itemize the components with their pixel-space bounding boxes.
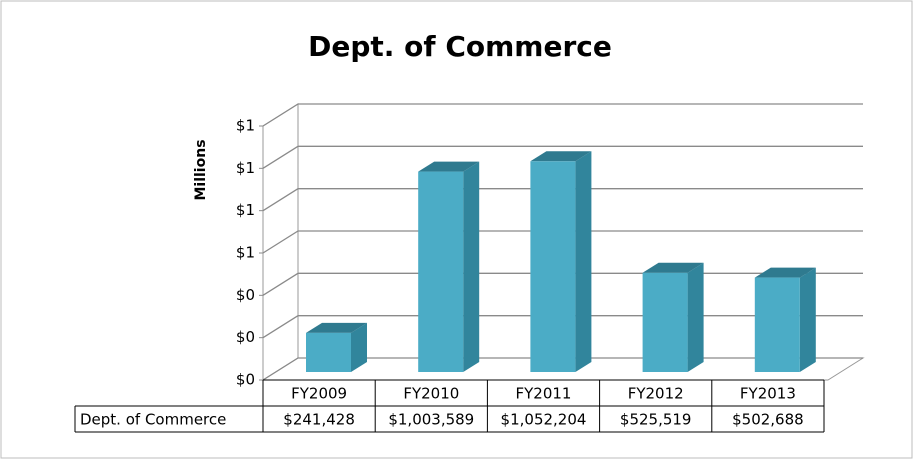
grid-line [262,188,863,212]
table-value: $525,519 [620,411,692,429]
table-value: $1,052,204 [501,411,587,429]
grid-line [262,103,863,127]
bar [418,161,480,372]
y-tick-label: $0 [236,328,255,346]
bar-side [463,161,480,372]
y-tick-label: $1 [236,244,255,262]
y-tick-label: $1 [236,117,255,135]
x-tick-label: FY2011 [516,385,572,403]
bar-top [754,267,816,278]
y-tick-label: $1 [236,201,255,219]
bar-top [642,262,704,273]
table-value: $1,003,589 [388,411,474,429]
y-tick-label: $0 [236,286,255,304]
bar [642,262,704,372]
legend-entry: Dept. of Commerce [80,411,226,429]
bar-side [687,262,704,372]
bar-front [418,171,464,372]
y-axis-label: Millions [193,139,209,200]
bar-front [754,277,800,372]
y-tick-label: $0 [236,371,255,389]
x-tick-label: FY2010 [403,385,459,403]
bar-side [575,151,592,372]
x-tick-label: FY2013 [740,385,796,403]
bar-side [799,267,816,372]
bar-side [351,322,367,372]
y-tick-label: $1 [236,159,255,177]
bar-front [306,332,351,372]
bar-top [530,151,592,162]
bar [530,151,592,372]
bar-front [530,161,576,372]
bar-top [418,161,480,172]
x-tick-label: FY2009 [291,385,347,403]
table-value: $241,428 [283,411,355,429]
bar [306,322,367,372]
bar [754,267,816,372]
chart-title: Dept. of Commerce [308,30,612,63]
grid-line [262,145,863,169]
x-tick-label: FY2012 [628,385,684,403]
bar-top [306,322,367,333]
table-value: $502,688 [732,411,804,429]
bar-front [642,272,688,372]
grid-line [262,230,863,254]
